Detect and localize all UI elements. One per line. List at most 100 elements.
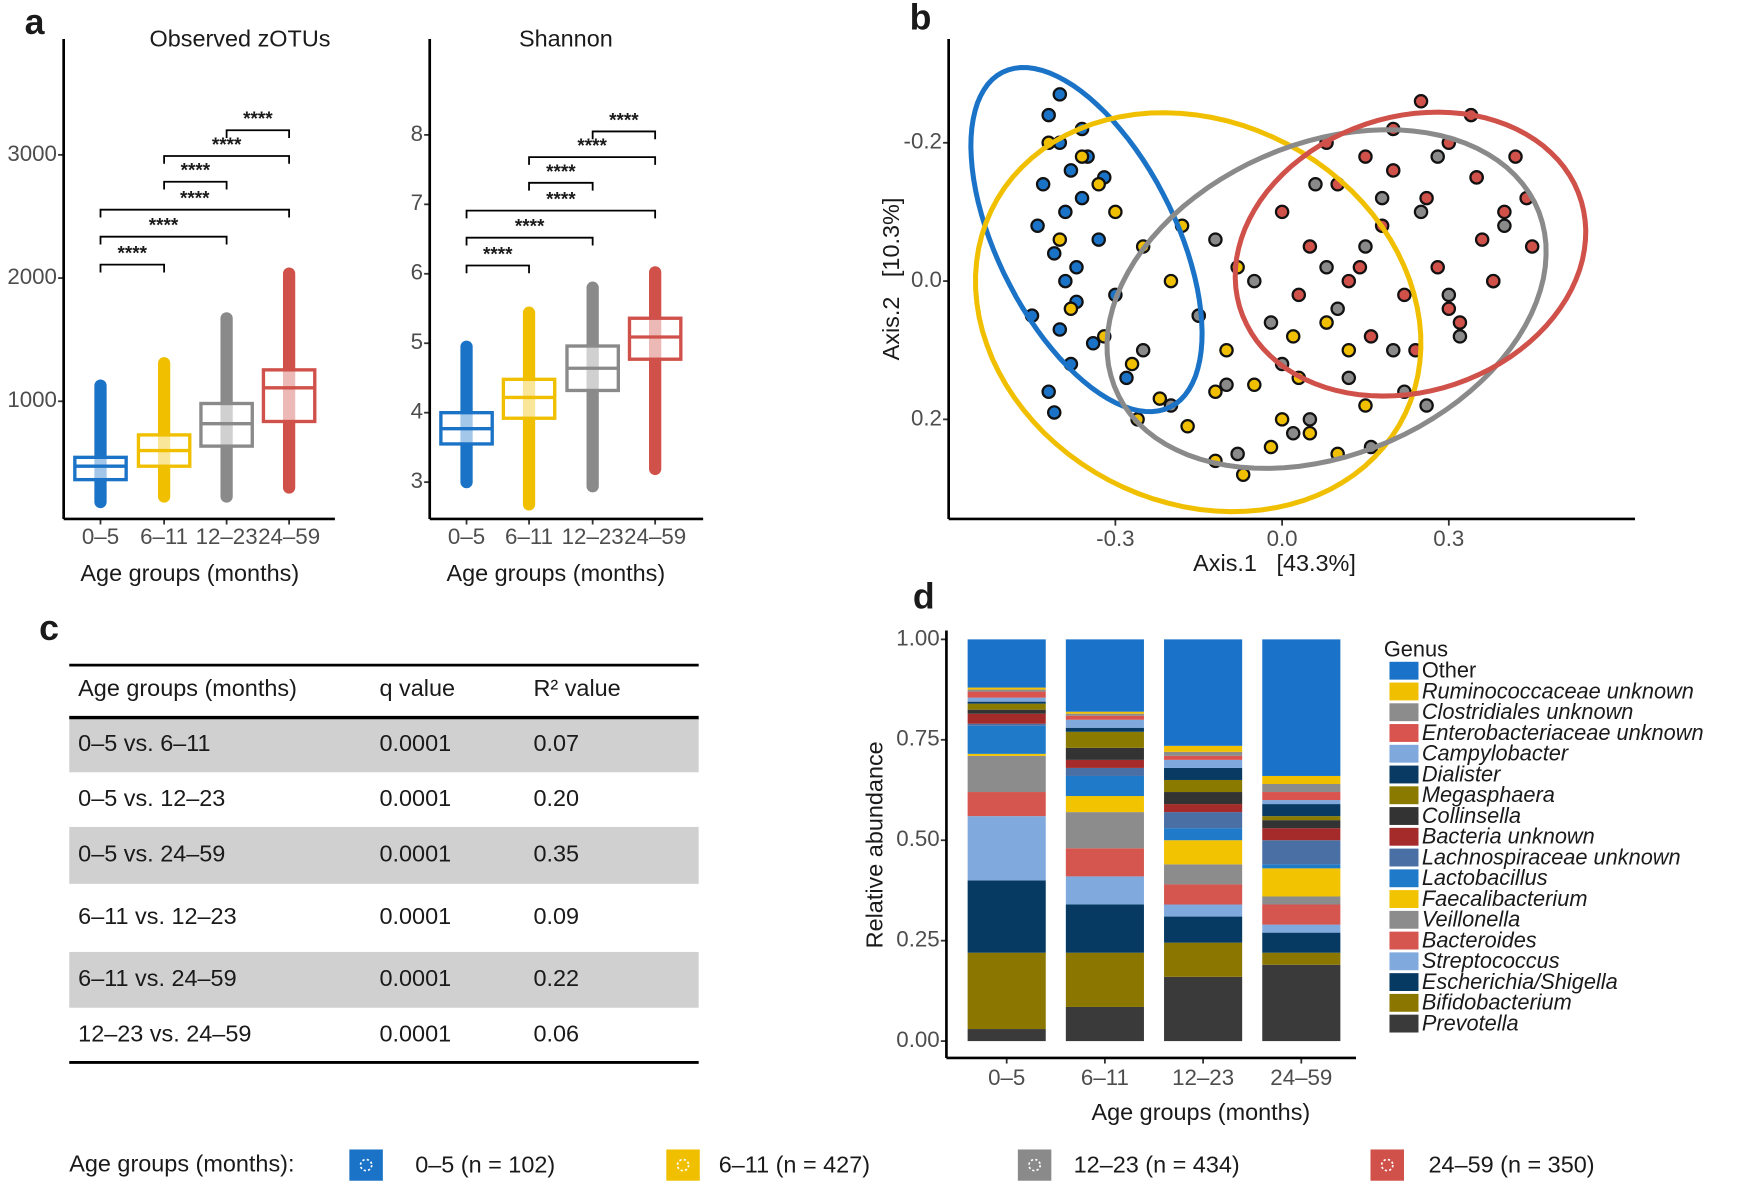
point: [1508, 149, 1523, 164]
bar-segment: [967, 687, 1046, 690]
point: [1085, 336, 1101, 351]
point: [1358, 239, 1373, 254]
bar-segment: [1262, 896, 1341, 905]
significance-label: ****: [118, 244, 148, 265]
legend-swatch: [1017, 1149, 1052, 1181]
bar-segment: [1065, 731, 1144, 748]
comparison-bracket: [591, 130, 657, 140]
bar-segment: [967, 713, 1046, 724]
point: [1385, 163, 1401, 178]
bar-segment: [1164, 767, 1243, 780]
point: [1035, 177, 1051, 192]
point: [1341, 342, 1357, 358]
bar-segment: [967, 709, 1046, 714]
chart-title: Observed zOTUs: [150, 25, 331, 51]
legend-label: Bacteria unknown: [1422, 824, 1595, 849]
point: [1397, 287, 1412, 303]
bar-segment: [1065, 767, 1144, 776]
y-tick-label: 3: [411, 468, 423, 493]
point: [1219, 377, 1234, 393]
bar-segment: [1065, 876, 1144, 905]
bar-segment: [1164, 755, 1243, 760]
confidence-ellipse: [1232, 109, 1589, 399]
panel-label: a: [25, 2, 46, 42]
point: [1352, 259, 1368, 275]
bar-segment: [967, 755, 1046, 793]
comparison-bracket: [99, 263, 166, 273]
table-cell: 0.35: [534, 841, 580, 867]
table-cell: 0.09: [534, 903, 580, 929]
point: [1413, 94, 1429, 109]
legend-swatch: [666, 1149, 700, 1181]
y-tick-label: 0.50: [896, 826, 939, 851]
bar-segment: [1065, 904, 1144, 953]
x-tick-label: 24–59: [624, 524, 686, 549]
legend-swatch: [1389, 724, 1419, 742]
table-cell: 0.20: [534, 785, 580, 811]
point: [1341, 273, 1357, 289]
bar-segment: [1262, 828, 1341, 841]
comparison-bracket: [225, 129, 290, 139]
point: [1385, 342, 1401, 358]
point: [1419, 190, 1434, 206]
legend-label: Collinsella: [1422, 803, 1521, 828]
bar-segment: [1164, 976, 1243, 1042]
table-cell: 0.22: [534, 965, 580, 991]
y-tick-label: 2000: [7, 264, 57, 289]
y-tick-label: 8: [411, 121, 423, 146]
point: [1274, 204, 1290, 220]
point: [1235, 467, 1251, 482]
legend-title: Age groups (months):: [69, 1150, 294, 1176]
point: [1263, 315, 1279, 330]
bar-segment: [1164, 792, 1243, 805]
table-cell: 0.0001: [379, 1020, 451, 1046]
legend-swatch: [1389, 931, 1419, 950]
x-tick-label: 12–23: [1172, 1065, 1234, 1090]
legend-label: Veillonella: [1422, 907, 1520, 932]
legend-label: 0–5 (n = 102): [415, 1151, 555, 1177]
y-tick-label: 1000: [7, 387, 57, 412]
bar-segment: [1262, 804, 1341, 817]
y-tick-label: 4: [411, 399, 423, 424]
bar-segment: [1164, 916, 1243, 943]
y-axis-label: Axis.2 [10.3%]: [878, 198, 904, 361]
bar-segment: [1262, 820, 1341, 829]
significance-label: ****: [546, 162, 576, 183]
point: [1363, 329, 1379, 344]
x-tick-label: 0–5: [82, 524, 119, 549]
point: [1041, 107, 1056, 123]
table-cell: 0.0001: [379, 965, 451, 991]
point: [1046, 405, 1062, 420]
point: [1274, 412, 1290, 427]
panel-label: b: [910, 0, 932, 38]
bar-segment: [1065, 747, 1144, 760]
point: [1497, 204, 1512, 220]
point: [1058, 204, 1073, 220]
comparison-bracket: [465, 209, 657, 219]
point: [1308, 177, 1323, 192]
point: [1052, 232, 1068, 247]
legend-swatch: [1389, 744, 1419, 763]
bar-segment: [1164, 828, 1243, 841]
point: [1413, 204, 1429, 220]
bar-segment: [1065, 812, 1144, 849]
bar-segment: [967, 639, 1046, 688]
table-header: R² value: [534, 675, 621, 701]
bar-segment: [1262, 932, 1341, 953]
bar-segment: [1065, 719, 1144, 728]
comparison-bracket: [99, 208, 290, 218]
table-cell: 6–11 vs. 24–59: [78, 965, 236, 991]
comparison-bracket: [528, 156, 657, 165]
table-cell: 0.0001: [379, 841, 451, 867]
bar-segment: [1262, 783, 1341, 793]
point: [1219, 342, 1234, 358]
row-shade: [69, 717, 699, 773]
bar-segment: [1262, 864, 1341, 869]
bar-segment: [967, 753, 1046, 756]
legend-swatch: [1389, 993, 1419, 1012]
bar-segment: [1164, 751, 1243, 756]
legend-label: Streptococcus: [1422, 948, 1560, 973]
point: [1063, 301, 1079, 316]
legend-swatch: [1389, 807, 1419, 825]
bar-segment: [1262, 800, 1341, 805]
